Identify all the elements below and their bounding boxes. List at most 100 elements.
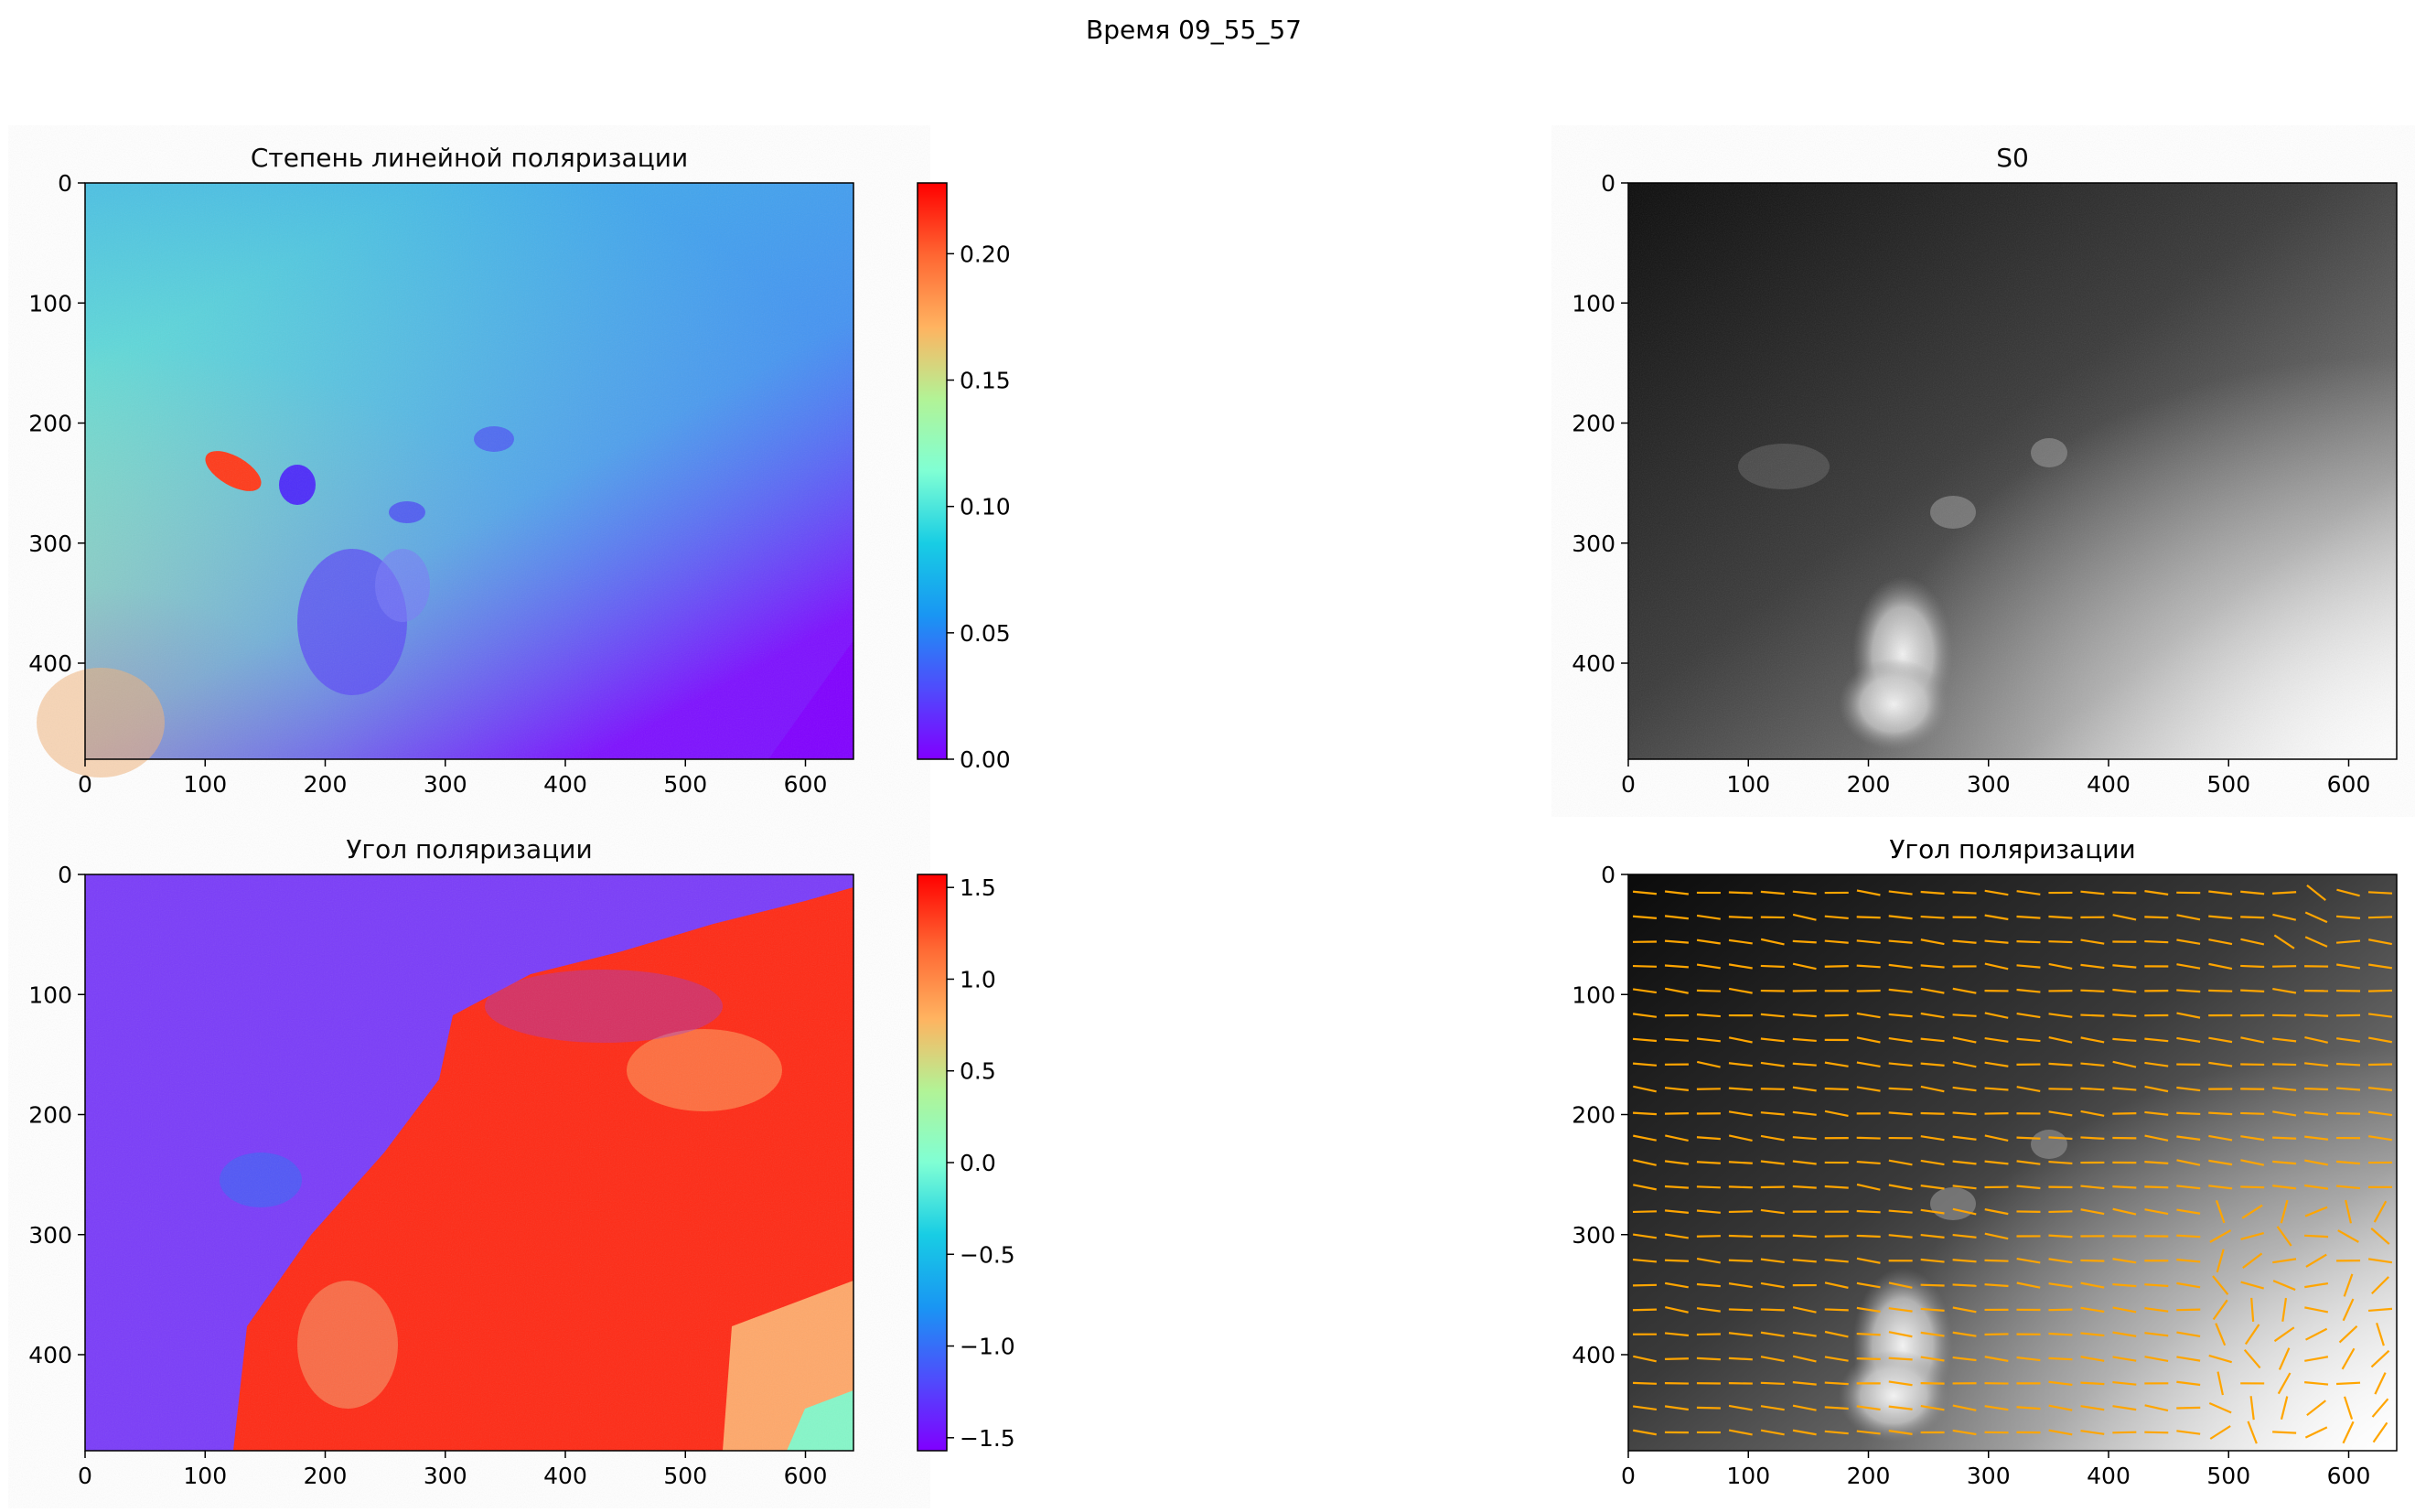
dolp-image <box>37 183 853 777</box>
quiver-arrow <box>1792 1013 1817 1018</box>
quiver-arrow <box>1728 1062 1753 1067</box>
quiver-arrow <box>1664 1037 1690 1042</box>
quiver-arrow <box>1952 1061 1977 1068</box>
quiver-arrow <box>2176 1259 2201 1263</box>
quiver-arrow <box>1856 1430 1881 1435</box>
aop-quiver-ticks: 0 100 200 300 400 500 600 0 100 200 300 400 <box>1572 862 2370 1489</box>
quiver-arrow <box>1856 1234 1881 1239</box>
quiver-arrow <box>2016 1406 2041 1410</box>
quiver-arrow <box>2367 1110 2393 1117</box>
quiver-arrow <box>1920 1258 1945 1263</box>
quiver-arrow <box>1728 1110 1753 1117</box>
y-tick-label: 200 <box>1572 411 1615 437</box>
quiver-arrow <box>2272 1087 2297 1091</box>
quiver-arrow <box>2080 1087 2105 1091</box>
colorbar-tick-label: 0.0 <box>960 1150 996 1176</box>
colorbar-tick-label: 0.20 <box>960 241 1011 267</box>
quiver-arrow <box>1856 1012 1881 1019</box>
quiver-arrow <box>2048 1136 2073 1141</box>
quiver-arrow <box>1952 1259 1977 1263</box>
quiver-arrow <box>2305 1253 2327 1268</box>
quiver-arrow <box>2144 1307 2169 1313</box>
quiver-arrow <box>1888 890 1913 895</box>
quiver-arrow <box>1633 1134 1657 1142</box>
quiver-arrow <box>2304 1206 2328 1217</box>
quiver-arrow <box>1664 964 1690 969</box>
panel-dolp-title: Степень линейной поляризации <box>251 143 688 173</box>
quiver-arrow <box>1632 1233 1658 1239</box>
quiver-arrow <box>1888 1331 1913 1338</box>
quiver-arrow <box>1665 1134 1689 1142</box>
quiver-arrow <box>1696 1185 1721 1189</box>
quiver-arrow <box>1920 1307 1945 1312</box>
quiver-arrow <box>2367 1307 2393 1313</box>
quiver-arrow <box>1888 1184 1913 1191</box>
x-tick-label: 200 <box>1847 1463 1891 1489</box>
quiver-arrow <box>1632 964 1658 968</box>
x-tick-label: 300 <box>1967 1463 2011 1489</box>
quiver-arrow <box>2048 1088 2073 1090</box>
quiver-arrow <box>1760 1208 1785 1215</box>
quiver-arrow <box>2176 1281 2201 1289</box>
quiver-arrow <box>2272 1110 2297 1117</box>
quiver-arrow <box>1824 1406 1849 1410</box>
quiver-arrow <box>1664 1160 1689 1165</box>
x-tick-label: 0 <box>1621 771 1636 798</box>
quiver-arrow <box>1984 1061 2009 1067</box>
quiver-arrow <box>2016 890 2041 895</box>
quiver-arrow <box>1952 1013 1977 1017</box>
quiver-arrow <box>1952 1207 1977 1216</box>
quiver-arrow <box>2335 1160 2361 1165</box>
quiver-arrow <box>1920 987 1945 994</box>
quiver-arrow <box>2371 1398 2389 1418</box>
quiver-arrow <box>1824 1430 1849 1435</box>
quiver-arrow <box>2240 1111 2265 1115</box>
quiver-arrow <box>1696 1013 1721 1018</box>
quiver-arrow <box>2304 1135 2329 1141</box>
dolp-axes-frame <box>84 182 854 760</box>
quiver-arrow <box>1664 987 1689 994</box>
quiver-arrow <box>1632 890 1658 895</box>
quiver-arrow <box>2276 1226 2292 1247</box>
quiver-arrow <box>2208 962 2233 970</box>
quiver-arrow <box>1696 963 1721 970</box>
quiver-arrow <box>2112 1185 2137 1189</box>
quiver-arrow <box>2144 1085 2169 1093</box>
quiver-arrow <box>1696 1282 1721 1288</box>
quiver-arrow <box>1664 1332 1690 1337</box>
quiver-arrow <box>2216 1249 2225 1273</box>
quiver-arrow <box>2080 1306 2105 1314</box>
quiver-arrow <box>2272 1280 2296 1292</box>
quiver-arrow <box>1664 1259 1689 1262</box>
quiver-arrow <box>2240 1135 2265 1142</box>
quiver-arrow <box>1856 1405 1881 1411</box>
quiver-arrow <box>1728 987 1753 994</box>
quiver-arrow <box>2176 1430 2201 1435</box>
quiver-arrow <box>1664 1185 1689 1189</box>
quiver-arrow <box>2112 964 2137 969</box>
quiver-arrow <box>1696 1136 1721 1141</box>
x-tick-label: 100 <box>1726 771 1770 798</box>
quiver-arrow <box>1824 1281 1849 1289</box>
quiver-arrow <box>1952 1233 1977 1239</box>
quiver-arrow <box>1728 1282 1753 1289</box>
quiver-arrow <box>2272 1063 2297 1067</box>
quiver-arrow <box>2304 1035 2329 1044</box>
quiver-arrow <box>2112 891 2137 895</box>
quiver-arrow <box>1824 1013 1849 1017</box>
quiver-arrow <box>1664 915 1689 920</box>
quiver-arrow <box>2305 1327 2328 1341</box>
quiver-arrow <box>1728 938 1753 945</box>
quiver-arrow <box>1632 1062 1658 1067</box>
quiver-arrow <box>1760 1160 1785 1165</box>
x-tick-label: 0 <box>78 771 92 798</box>
y-tick-label: 100 <box>28 290 72 316</box>
quiver-arrow <box>1824 1356 1849 1362</box>
quiver-arrow <box>1920 1037 1945 1043</box>
quiver-arrow <box>1633 1159 1657 1166</box>
panel-aop-quiver-title: Угол поляризации <box>1889 834 2135 864</box>
quiver-arrow <box>1728 1036 1753 1044</box>
quiver-arrow <box>2304 1234 2329 1239</box>
quiver-arrow <box>1664 890 1689 895</box>
colorbar-tick-label: −1.0 <box>960 1334 1015 1360</box>
